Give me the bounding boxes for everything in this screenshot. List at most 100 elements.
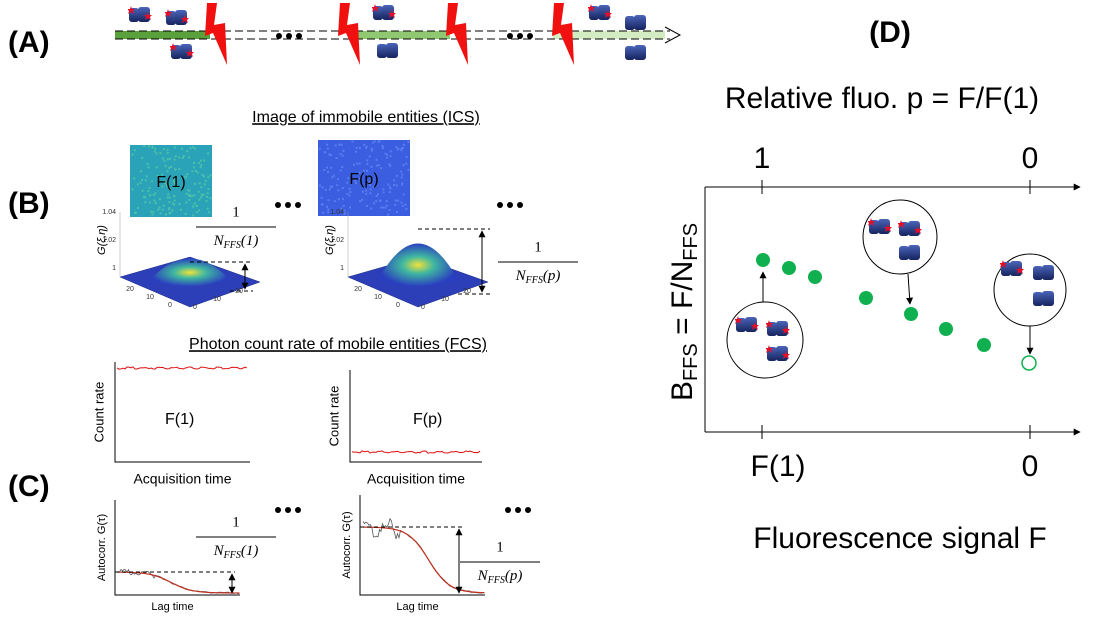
molecule: [999, 260, 1024, 276]
panel-label: (C): [8, 470, 50, 503]
point: [939, 322, 953, 336]
image-noise: [401, 183, 404, 186]
image-noise: [353, 163, 356, 166]
image-noise: [401, 173, 404, 176]
image-noise: [196, 171, 199, 174]
image-noise: [382, 191, 385, 194]
fraction-denominator: NFFS(1): [213, 543, 259, 561]
image-noise: [169, 165, 172, 168]
image-noise: [347, 177, 350, 180]
image-noise: [334, 144, 337, 147]
timeline: [115, 3, 682, 65]
image-noise: [158, 198, 161, 201]
image-noise: [168, 166, 171, 169]
bleach-bolt: [446, 3, 468, 65]
point: [808, 270, 822, 284]
y-part: B: [666, 381, 699, 401]
image-noise: [348, 187, 351, 190]
image-noise: [209, 174, 212, 177]
image-noise: [201, 194, 204, 197]
y-axis-title: Count rate: [91, 382, 106, 443]
arrow-head: [664, 26, 682, 44]
image-noise: [197, 190, 200, 193]
bottom-tick-label: 0: [1022, 450, 1039, 483]
image-noise: [157, 175, 160, 178]
molecule: [867, 218, 892, 234]
image-noise: [348, 206, 351, 209]
image-noise: [384, 152, 387, 155]
argument: (p): [543, 268, 561, 284]
image-noise: [193, 182, 196, 185]
image-noise: [165, 185, 168, 188]
image-noise: [337, 189, 340, 192]
image-noise: [333, 200, 336, 203]
image-noise: [151, 145, 154, 148]
fcs-plots: Count rate Acquisition time F(1) Autocorr. …: [91, 362, 540, 613]
image-noise: [201, 173, 204, 176]
z-tick-label: 1: [112, 265, 116, 272]
image-noise: [161, 157, 164, 160]
image-noise: [166, 152, 169, 155]
autocorr-x-title: Lag time: [396, 601, 438, 613]
ellipsis-dot: [295, 507, 301, 513]
image-noise: [187, 189, 190, 192]
image-noise: [163, 159, 166, 162]
image-noise: [389, 164, 392, 167]
brightness-points: [756, 253, 1037, 371]
segment: [115, 31, 210, 39]
molecule: [164, 9, 189, 25]
image-noise: [154, 192, 157, 195]
axes: [114, 362, 250, 463]
image-noise: [355, 150, 358, 153]
image-noise: [157, 208, 160, 211]
image-noise: [363, 143, 366, 146]
molecule: [1033, 265, 1054, 280]
surface-peak: [150, 258, 230, 287]
image-noise: [152, 193, 155, 196]
image-noise: [194, 169, 197, 172]
image-noise: [376, 193, 379, 196]
image-noise: [327, 199, 330, 202]
image-noise: [365, 189, 368, 192]
image-noise: [396, 199, 399, 202]
image-noise: [351, 140, 354, 143]
image-noise: [178, 168, 181, 171]
xy-tick-label: 0: [421, 304, 425, 311]
image-noise: [203, 175, 206, 178]
image-noise: [198, 161, 201, 164]
y-part: = F/N: [666, 261, 699, 344]
image-noise: [375, 158, 378, 161]
image-noise: [144, 196, 147, 199]
image-noise: [148, 186, 151, 189]
image-noise: [319, 184, 322, 187]
image-noise: [341, 154, 344, 157]
image-noise: [207, 152, 210, 155]
image-noise: [141, 189, 144, 192]
image-noise: [206, 195, 209, 198]
image-noise: [372, 186, 375, 189]
image-noise: [365, 169, 368, 172]
image-noise: [361, 190, 364, 193]
image-noise: [159, 212, 162, 215]
image-noise: [395, 146, 398, 149]
image-noise: [203, 183, 206, 186]
image-noise: [194, 147, 197, 150]
image-noise: [356, 162, 359, 165]
subscript: FFS: [487, 575, 505, 586]
image-noise: [339, 169, 342, 172]
image-noise: [163, 182, 166, 185]
fraction-denominator: NFFS(1): [213, 233, 259, 251]
image-noise: [340, 207, 343, 210]
symbol: N: [477, 568, 489, 584]
insets: [726, 199, 1067, 379]
image-noise: [354, 179, 357, 182]
image-noise: [153, 150, 156, 153]
image-noise: [346, 192, 349, 195]
molecule: [1033, 291, 1054, 306]
image-noise: [139, 170, 142, 173]
autocorr-y-title: Autocorr. G(τ): [341, 511, 353, 578]
image-noise: [392, 183, 395, 186]
autocorr-y-title: Autocorr. G(τ): [96, 514, 108, 581]
